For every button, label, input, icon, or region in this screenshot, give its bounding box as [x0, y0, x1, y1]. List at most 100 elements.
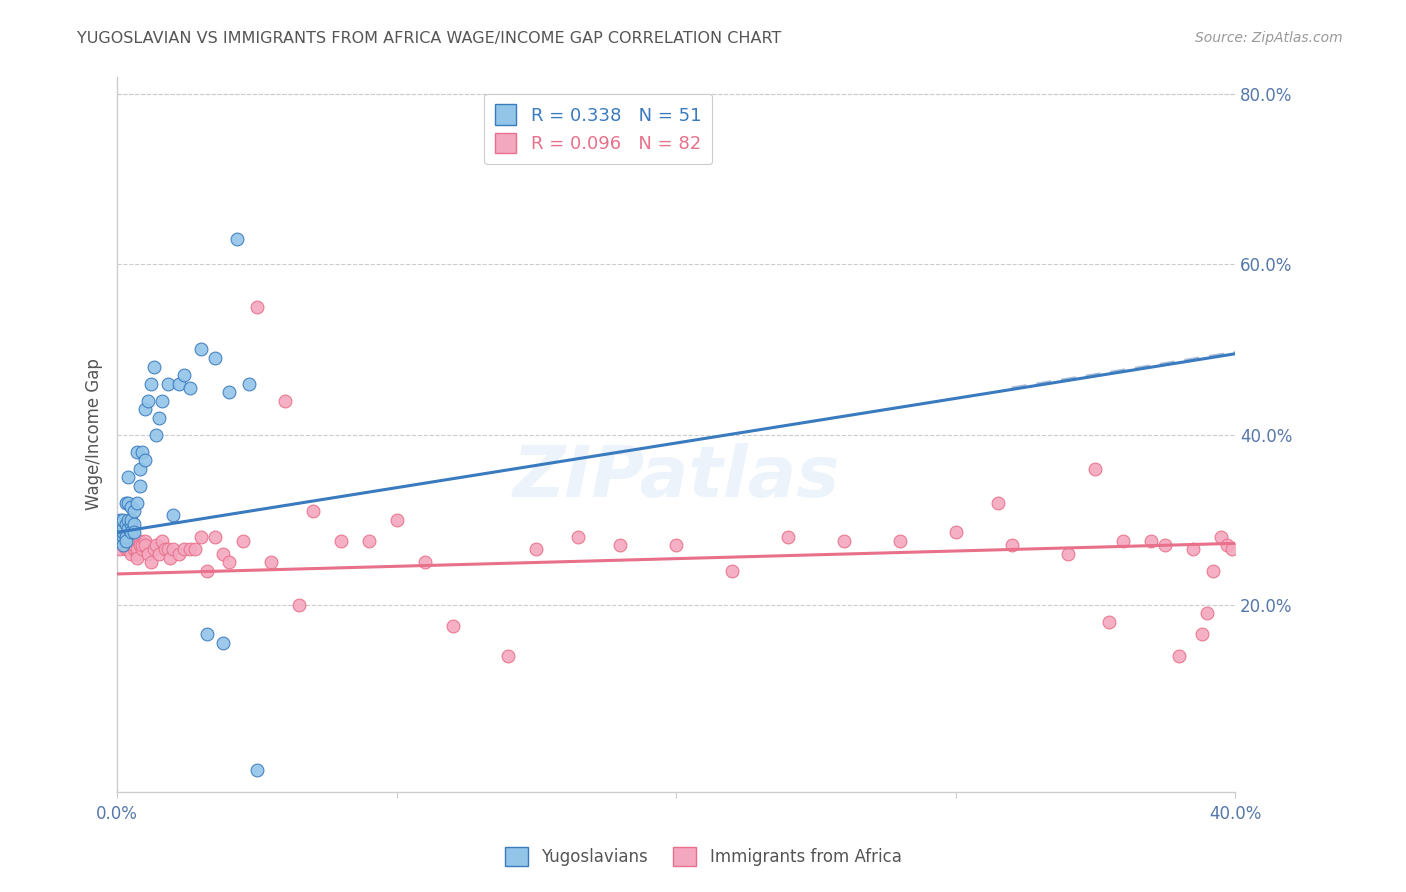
Point [122, 533, 145, 548]
Point [413, 555, 436, 569]
Point [131, 542, 153, 557]
Point [148, 547, 170, 561]
Point [111, 521, 134, 535]
Point [776, 529, 799, 543]
Point [218, 555, 240, 569]
Point [117, 470, 139, 484]
Point [125, 547, 148, 561]
Y-axis label: Wage/Income Gap: Wage/Income Gap [86, 359, 103, 510]
Point [156, 376, 179, 391]
Point [302, 504, 325, 518]
Point [721, 564, 744, 578]
Point [150, 393, 173, 408]
Point [1168, 648, 1191, 663]
Point [131, 444, 153, 458]
Point [125, 542, 148, 557]
Point [1191, 627, 1213, 641]
Point [526, 542, 548, 557]
Point [1140, 533, 1163, 548]
Point [246, 300, 269, 314]
Point [108, 533, 131, 548]
Point [1112, 533, 1135, 548]
Point [441, 619, 464, 633]
Point [665, 538, 688, 552]
Point [117, 521, 139, 535]
Point [108, 525, 131, 540]
Point [204, 351, 226, 365]
Point [117, 533, 139, 548]
Point [114, 529, 136, 543]
Point [131, 538, 153, 552]
Point [134, 453, 156, 467]
Point [108, 529, 131, 543]
Point [111, 538, 134, 552]
Point [329, 533, 352, 548]
Point [184, 542, 207, 557]
Point [1222, 542, 1244, 557]
Point [122, 516, 145, 531]
Point [108, 542, 131, 557]
Point [122, 538, 145, 552]
Point [159, 550, 181, 565]
Legend: R = 0.338   N = 51, R = 0.096   N = 82: R = 0.338 N = 51, R = 0.096 N = 82 [484, 94, 713, 164]
Point [108, 516, 131, 531]
Point [1154, 538, 1177, 552]
Text: ZIPatlas: ZIPatlas [513, 442, 839, 512]
Point [173, 542, 195, 557]
Point [987, 495, 1010, 509]
Point [1098, 615, 1121, 629]
Point [111, 512, 134, 526]
Point [128, 533, 150, 548]
Text: YUGOSLAVIAN VS IMMIGRANTS FROM AFRICA WAGE/INCOME GAP CORRELATION CHART: YUGOSLAVIAN VS IMMIGRANTS FROM AFRICA WA… [77, 31, 782, 46]
Point [150, 533, 173, 548]
Point [122, 504, 145, 518]
Point [609, 538, 631, 552]
Point [134, 402, 156, 417]
Point [139, 376, 162, 391]
Point [190, 529, 212, 543]
Point [111, 529, 134, 543]
Point [1216, 538, 1239, 552]
Point [212, 636, 235, 650]
Point [167, 376, 190, 391]
Point [1202, 564, 1225, 578]
Point [1182, 542, 1205, 557]
Point [1084, 461, 1107, 475]
Point [260, 555, 283, 569]
Point [142, 542, 165, 557]
Point [142, 359, 165, 374]
Point [111, 525, 134, 540]
Point [114, 533, 136, 548]
Point [139, 555, 162, 569]
Point [125, 495, 148, 509]
Point [889, 533, 911, 548]
Point [120, 525, 142, 540]
Point [108, 521, 131, 535]
Point [111, 538, 134, 552]
Point [128, 538, 150, 552]
Point [167, 547, 190, 561]
Point [145, 538, 167, 552]
Point [111, 521, 134, 535]
Point [114, 516, 136, 531]
Legend: Yugoslavians, Immigrants from Africa: Yugoslavians, Immigrants from Africa [498, 840, 908, 873]
Point [153, 542, 176, 557]
Point [122, 525, 145, 540]
Point [218, 384, 240, 399]
Point [238, 376, 260, 391]
Point [1000, 538, 1022, 552]
Point [120, 525, 142, 540]
Point [246, 764, 269, 778]
Point [385, 512, 408, 526]
Point [120, 547, 142, 561]
Point [125, 550, 148, 565]
Point [120, 538, 142, 552]
Point [832, 533, 855, 548]
Point [136, 547, 159, 561]
Point [114, 529, 136, 543]
Point [156, 542, 179, 557]
Point [190, 343, 212, 357]
Point [136, 393, 159, 408]
Point [204, 529, 226, 543]
Point [128, 478, 150, 492]
